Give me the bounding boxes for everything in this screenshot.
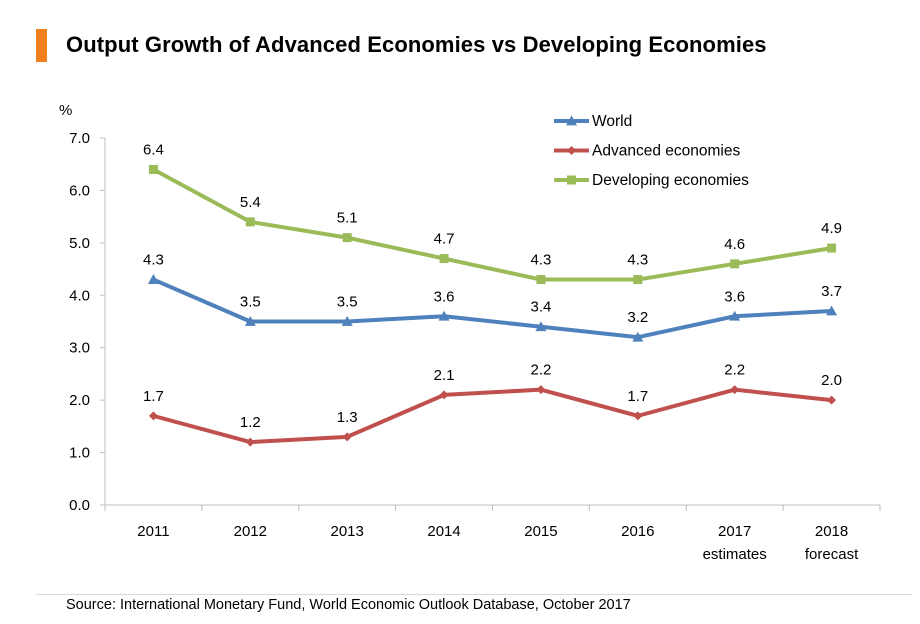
data-point-developing-economies <box>633 275 643 285</box>
x-tick-label: 2011 <box>137 523 169 540</box>
data-point-world <box>729 310 741 321</box>
x-tick-label: 2016 <box>621 523 654 540</box>
data-label-advanced-economies: 1.3 <box>337 409 358 426</box>
y-tick-label: 6.0 <box>69 182 90 199</box>
title-accent-bar <box>36 29 47 62</box>
x-tick-label: 2015 <box>524 523 557 540</box>
data-point-world <box>438 310 450 321</box>
data-point-developing-economies <box>439 254 449 264</box>
data-label-advanced-economies: 1.7 <box>143 388 164 405</box>
series-line-advanced-economies <box>151 387 834 445</box>
data-point-developing-economies <box>536 275 546 285</box>
legend-marker <box>567 175 576 185</box>
data-label-developing-economies: 6.4 <box>143 141 164 158</box>
data-label-developing-economies: 5.1 <box>337 210 358 227</box>
data-label-world: 3.6 <box>434 288 455 305</box>
data-point-advanced-economies <box>439 390 449 400</box>
legend-label: World <box>592 113 632 130</box>
data-label-developing-economies: 4.6 <box>724 236 745 253</box>
x-tick-label: 2014 <box>427 523 460 540</box>
legend-marker <box>567 146 576 155</box>
data-label-world: 3.5 <box>337 294 358 311</box>
series-line-world <box>151 277 834 340</box>
data-label-advanced-economies: 1.2 <box>240 414 261 431</box>
source-note: Source: International Monetary Fund, Wor… <box>66 597 631 613</box>
y-tick-label: 7.0 <box>69 130 90 147</box>
data-point-world <box>632 331 644 342</box>
data-point-developing-economies <box>342 233 352 243</box>
data-label-developing-economies: 4.9 <box>821 220 842 237</box>
data-label-advanced-economies: 2.0 <box>821 372 842 389</box>
data-label-developing-economies: 4.3 <box>627 252 648 269</box>
legend-label: Developing economies <box>592 172 749 189</box>
data-label-world: 3.7 <box>821 283 842 300</box>
series-line-developing-economies <box>151 167 834 282</box>
data-label-world: 3.6 <box>724 288 745 305</box>
data-label-world: 3.2 <box>627 309 648 326</box>
data-label-world: 4.3 <box>143 252 164 269</box>
data-label-advanced-economies: 2.1 <box>434 367 455 384</box>
data-label-developing-economies: 4.7 <box>434 231 455 248</box>
divider <box>36 594 912 595</box>
data-point-world <box>826 305 838 316</box>
data-point-developing-economies <box>245 217 255 227</box>
data-point-advanced-economies <box>827 395 837 405</box>
data-point-advanced-economies <box>342 432 352 442</box>
data-label-advanced-economies: 2.2 <box>724 362 745 379</box>
data-point-developing-economies <box>730 259 740 269</box>
data-label-advanced-economies: 2.2 <box>531 362 552 379</box>
data-point-world <box>147 274 159 284</box>
data-point-developing-economies <box>148 164 158 174</box>
data-label-advanced-economies: 1.7 <box>627 388 648 405</box>
data-point-advanced-economies <box>633 411 643 421</box>
x-tick-label: 2017 <box>718 523 751 540</box>
y-tick-label: 2.0 <box>69 392 90 409</box>
y-tick-label: 0.0 <box>69 497 90 514</box>
y-tick-label: 4.0 <box>69 287 90 304</box>
y-tick-label: 1.0 <box>69 445 90 462</box>
data-point-advanced-economies <box>148 411 158 421</box>
data-label-world: 3.4 <box>531 299 552 316</box>
data-point-world <box>341 316 353 326</box>
data-label-world: 3.5 <box>240 294 261 311</box>
legend-marker <box>566 115 577 126</box>
x-tick-label: 2012 <box>234 523 267 540</box>
data-label-developing-economies: 5.4 <box>240 194 261 211</box>
x-tick-label: 2013 <box>331 523 364 540</box>
data-point-advanced-economies <box>730 385 740 395</box>
x-tick-label: 2018 <box>815 523 848 540</box>
page-title: Output Growth of Advanced Economies vs D… <box>66 32 767 57</box>
data-point-world <box>244 316 256 326</box>
data-point-advanced-economies <box>245 437 255 447</box>
y-tick-label: 3.0 <box>69 340 90 357</box>
data-point-advanced-economies <box>536 385 546 395</box>
data-point-world <box>535 321 547 332</box>
x-tick-label: estimates <box>703 546 767 563</box>
y-tick-label: 5.0 <box>69 235 90 252</box>
data-label-developing-economies: 4.3 <box>531 252 552 269</box>
legend-label: Advanced economies <box>592 143 740 160</box>
data-point-developing-economies <box>827 243 837 253</box>
x-tick-label: forecast <box>805 546 859 563</box>
y-axis-label: % <box>59 102 72 119</box>
